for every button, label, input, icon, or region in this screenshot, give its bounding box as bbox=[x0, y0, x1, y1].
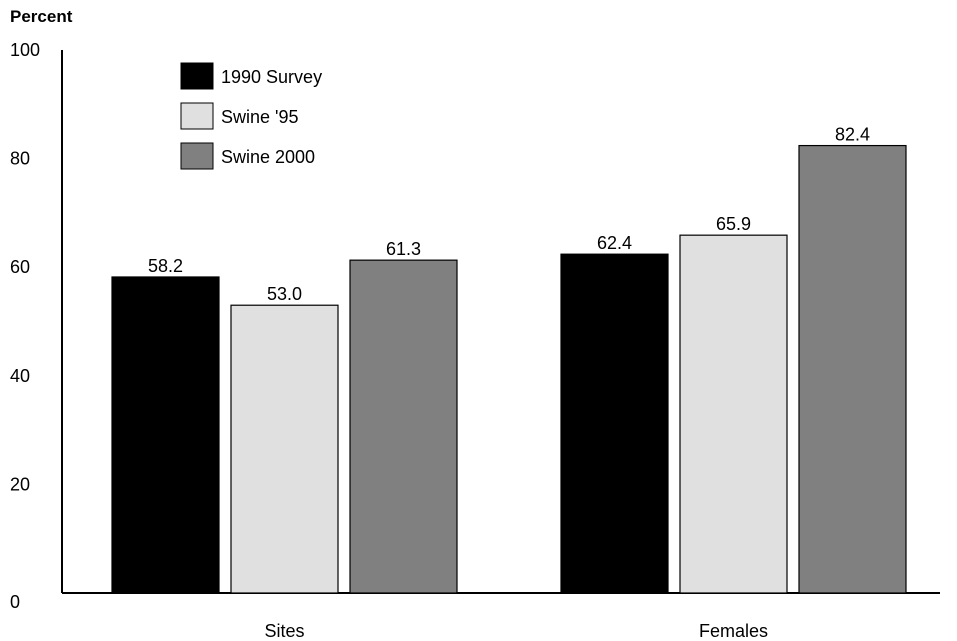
bars: 58.2 53.0 61.3 62.4 65.9 82.4 bbox=[111, 125, 907, 594]
y-axis-title: Percent bbox=[10, 7, 73, 26]
legend-swatch bbox=[180, 142, 214, 170]
y-tick-label: 100 bbox=[10, 40, 40, 60]
bar bbox=[679, 234, 788, 594]
bar bbox=[560, 253, 669, 594]
bar bbox=[230, 304, 339, 594]
x-category-label: Sites bbox=[264, 621, 304, 641]
bar bbox=[349, 259, 458, 594]
bar bbox=[798, 144, 907, 594]
y-tick-label: 60 bbox=[10, 257, 30, 277]
y-tick-label: 40 bbox=[10, 366, 30, 386]
legend-label: 1990 Survey bbox=[221, 67, 322, 87]
legend: 1990 Survey Swine '95 Swine 2000 bbox=[180, 62, 322, 170]
y-tick-label: 80 bbox=[10, 149, 30, 169]
y-tick-label: 20 bbox=[10, 474, 30, 494]
bar-value-label: 58.2 bbox=[148, 256, 183, 276]
legend-swatch bbox=[180, 102, 214, 130]
y-tick-label: 0 bbox=[10, 592, 20, 612]
bar-value-label: 62.4 bbox=[597, 233, 632, 253]
x-category-label: Females bbox=[699, 621, 768, 641]
legend-swatch bbox=[180, 62, 214, 90]
bar bbox=[111, 276, 220, 594]
bar-value-label: 65.9 bbox=[716, 214, 751, 234]
bar-value-label: 82.4 bbox=[835, 125, 870, 145]
legend-label: Swine 2000 bbox=[221, 147, 315, 167]
bar-value-label: 53.0 bbox=[267, 284, 302, 304]
legend-label: Swine '95 bbox=[221, 107, 298, 127]
bar-value-label: 61.3 bbox=[386, 239, 421, 259]
